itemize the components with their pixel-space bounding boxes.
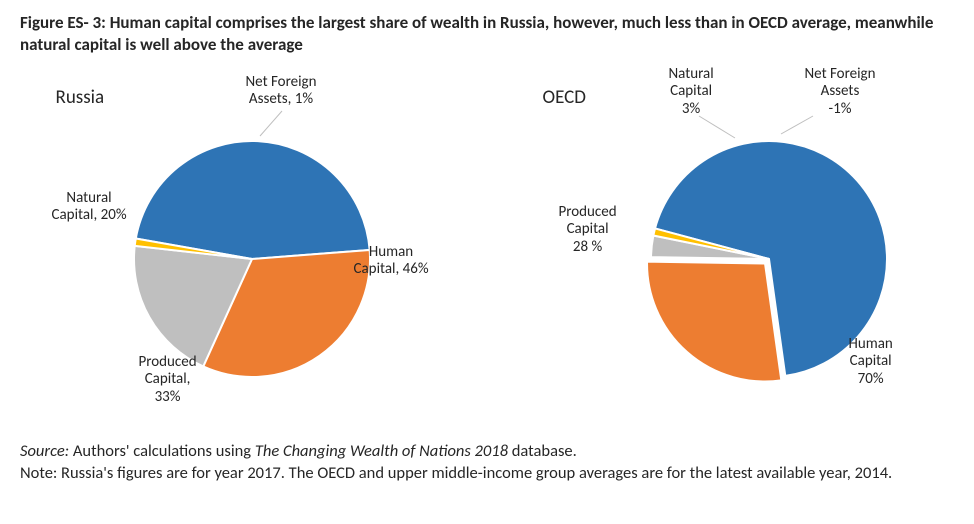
source-text-2: database. <box>508 441 577 461</box>
slice-label-human-capital: HumanCapital, 46% <box>354 244 429 279</box>
charts-row: Russia HumanCapital, 46% ProducedCapital,3… <box>20 66 954 426</box>
pie-slice-produced-capital <box>647 262 781 382</box>
source-text-1: Authors' calculations using <box>69 441 255 461</box>
source-note: Source: Authors' calculations using The … <box>20 440 954 485</box>
slice-label-natural-capital: NaturalCapital3% <box>669 66 714 118</box>
slice-label-net-foreign-assets: Net ForeignAssets, 1% <box>246 74 317 109</box>
slice-label-natural-capital: NaturalCapital, 20% <box>52 190 127 225</box>
slice-label-produced-capital: ProducedCapital28 % <box>559 204 617 256</box>
russia-pie <box>124 131 380 387</box>
slice-label-human-capital: HumanCapital70% <box>849 336 893 388</box>
slice-label-produced-capital: ProducedCapital,33% <box>139 354 197 406</box>
source-note-line: Note: Russia's figures are for year 2017… <box>20 463 892 483</box>
russia-title: Russia <box>56 86 105 109</box>
oecd-title: OECD <box>543 86 586 109</box>
source-label: Source: <box>20 441 69 461</box>
source-db-name: The Changing Wealth of Nations 2018 <box>255 441 508 461</box>
figure-title: Figure ES- 3: Human capital comprises th… <box>20 12 954 56</box>
slice-label-net-foreign-assets: Net ForeignAssets-1% <box>805 66 876 118</box>
russia-chart-panel: Russia HumanCapital, 46% ProducedCapital,3… <box>24 66 484 426</box>
pie-slice-human-capital <box>135 141 369 259</box>
oecd-chart-panel: OECD HumanCapital70% ProducedCapital28 % Na… <box>491 66 951 426</box>
